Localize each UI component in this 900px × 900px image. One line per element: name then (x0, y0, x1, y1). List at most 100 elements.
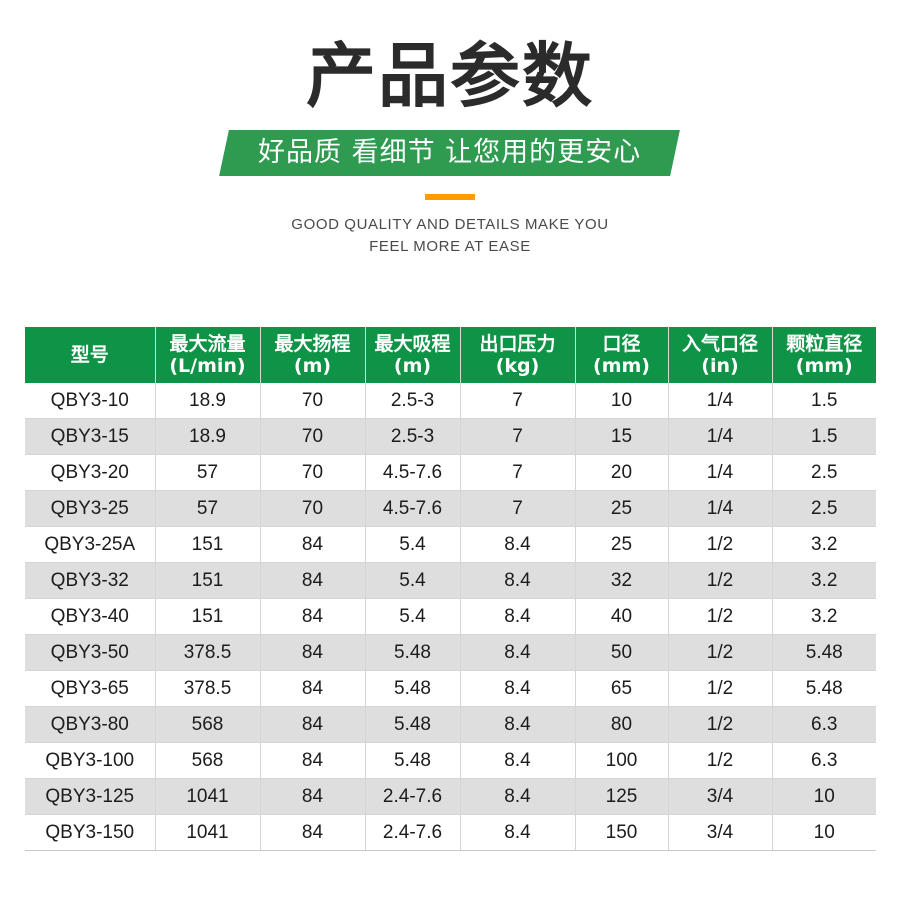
table-header-cell-4: 出口压力 (kg) (460, 327, 576, 383)
table-cell: 65 (575, 670, 669, 707)
table-cell: 80 (575, 706, 669, 743)
table-cell-model: QBY3-32 (25, 562, 156, 599)
spec-table-head: 型号 最大流量 (L/min) 最大扬程 (m) 最大吸程 (m) 出口压力 (kg) 口径 (mm… (25, 327, 876, 383)
table-cell: 57 (155, 454, 261, 491)
table-header-cell-name: 最大流量 (169, 333, 246, 355)
table-cell: 5.4 (365, 598, 461, 635)
page-header: 产品参数 好品质 看细节 让您用的更安心 GOOD QUALITY AND DE… (0, 0, 900, 258)
table-cell: 7 (460, 418, 576, 455)
table-cell: 3.2 (772, 562, 876, 599)
table-cell: 5.48 (365, 634, 461, 671)
table-cell: 20 (575, 454, 669, 491)
tagline-banner-text: 好品质 看细节 让您用的更安心 (258, 137, 642, 168)
table-cell: 1.5 (772, 383, 876, 419)
table-row: QBY3-25A 151 84 5.4 8.4 25 1/2 3.2 (25, 526, 876, 563)
table-cell: 8.4 (460, 634, 576, 671)
table-cell: 8.4 (460, 742, 576, 779)
table-cell: 1/4 (668, 383, 773, 419)
table-cell: 5.48 (365, 670, 461, 707)
table-header-cell-name: 颗粒直径 (786, 333, 863, 355)
table-cell: 151 (155, 562, 261, 599)
table-cell: 1/2 (668, 562, 773, 599)
table-cell: 1/4 (668, 454, 773, 491)
table-cell: 7 (460, 383, 576, 419)
table-cell: 32 (575, 562, 669, 599)
table-cell: 378.5 (155, 670, 261, 707)
table-cell: 50 (575, 634, 669, 671)
table-cell: 84 (260, 526, 366, 563)
table-header-cell-6: 入气口径 (in) (668, 327, 773, 383)
table-cell: 70 (260, 454, 366, 491)
table-row: QBY3-80 568 84 5.48 8.4 80 1/2 6.3 (25, 706, 876, 743)
table-cell: 1/2 (668, 526, 773, 563)
table-cell: 4.5-7.6 (365, 454, 461, 491)
table-cell: 1/4 (668, 418, 773, 455)
table-cell: 3/4 (668, 814, 773, 851)
table-cell-model: QBY3-15 (25, 418, 156, 455)
table-header-cell-name: 最大吸程 (374, 333, 451, 355)
table-header-cell-unit: (m) (293, 355, 332, 377)
orange-divider (425, 194, 475, 200)
table-cell: 84 (260, 778, 366, 815)
table-cell: 8.4 (460, 706, 576, 743)
table-cell: 1/2 (668, 742, 773, 779)
table-cell: 1041 (155, 814, 261, 851)
table-header-cell-unit: (mm) (795, 355, 853, 377)
table-header-cell-5: 口径 (mm) (575, 327, 669, 383)
table-cell: 125 (575, 778, 669, 815)
table-cell: 2.5-3 (365, 418, 461, 455)
table-cell-model: QBY3-25 (25, 490, 156, 527)
table-cell: 100 (575, 742, 669, 779)
table-cell: 5.4 (365, 526, 461, 563)
table-header-cell-name: 最大扬程 (274, 333, 351, 355)
table-header-cell-unit: (mm) (593, 355, 650, 377)
table-header-cell-name: 入气口径 (681, 333, 758, 355)
table-cell: 3.2 (772, 598, 876, 635)
table-cell-model: QBY3-25A (25, 526, 156, 563)
table-cell: 70 (260, 490, 366, 527)
table-row: QBY3-10 18.9 70 2.5-3 7 10 1/4 1.5 (25, 383, 876, 419)
spec-table-body: QBY3-10 18.9 70 2.5-3 7 10 1/4 1.5 QBY3-15 18.9 70… (25, 383, 876, 851)
table-row: QBY3-32 151 84 5.4 8.4 32 1/2 3.2 (25, 562, 876, 599)
table-cell: 151 (155, 526, 261, 563)
english-subtitle-line-1: GOOD QUALITY AND DETAILS MAKE YOU (291, 216, 609, 233)
table-header-cell-unit: (kg) (495, 355, 540, 377)
table-row: QBY3-40 151 84 5.4 8.4 40 1/2 3.2 (25, 598, 876, 635)
table-header-cell-unit: (L/min) (169, 355, 246, 377)
table-cell: 1/2 (668, 670, 773, 707)
page-title: 产品参数 (306, 35, 594, 117)
table-cell-model: QBY3-50 (25, 634, 156, 671)
table-row: QBY3-25 57 70 4.5-7.6 7 25 1/4 2.5 (25, 490, 876, 527)
table-header-cell-7: 颗粒直径 (mm) (772, 327, 876, 383)
table-cell: 2.4-7.6 (365, 814, 461, 851)
table-cell: 25 (575, 490, 669, 527)
table-row: QBY3-50 378.5 84 5.48 8.4 50 1/2 5.48 (25, 634, 876, 671)
table-header-cell-name: 出口压力 (479, 333, 556, 355)
table-cell: 8.4 (460, 526, 576, 563)
table-cell: 2.4-7.6 (365, 778, 461, 815)
table-cell: 10 (772, 814, 876, 851)
table-cell: 1/2 (668, 706, 773, 743)
table-cell: 84 (260, 634, 366, 671)
table-cell: 5.48 (772, 634, 876, 671)
table-row: QBY3-15 18.9 70 2.5-3 7 15 1/4 1.5 (25, 418, 876, 455)
table-header-cell-name: 型号 (70, 344, 109, 366)
table-cell: 10 (575, 383, 669, 419)
table-header-cell-3: 最大吸程 (m) (365, 327, 461, 383)
table-cell: 1/2 (668, 598, 773, 635)
table-header-cell-unit: (m) (393, 355, 432, 377)
table-cell: 18.9 (155, 418, 261, 455)
table-cell-model: QBY3-100 (25, 742, 156, 779)
table-cell: 7 (460, 454, 576, 491)
table-cell: 15 (575, 418, 669, 455)
table-cell-model: QBY3-125 (25, 778, 156, 815)
table-cell: 84 (260, 598, 366, 635)
table-cell: 84 (260, 670, 366, 707)
spec-table-wrapper: 型号 最大流量 (L/min) 最大扬程 (m) 最大吸程 (m) 出口压力 (kg) 口径 (mm… (25, 327, 876, 851)
table-row: QBY3-65 378.5 84 5.48 8.4 65 1/2 5.48 (25, 670, 876, 707)
table-cell: 2.5-3 (365, 383, 461, 419)
table-cell: 8.4 (460, 814, 576, 851)
table-cell-model: QBY3-65 (25, 670, 156, 707)
table-cell: 6.3 (772, 706, 876, 743)
table-header-cell-0: 型号 (25, 327, 156, 383)
